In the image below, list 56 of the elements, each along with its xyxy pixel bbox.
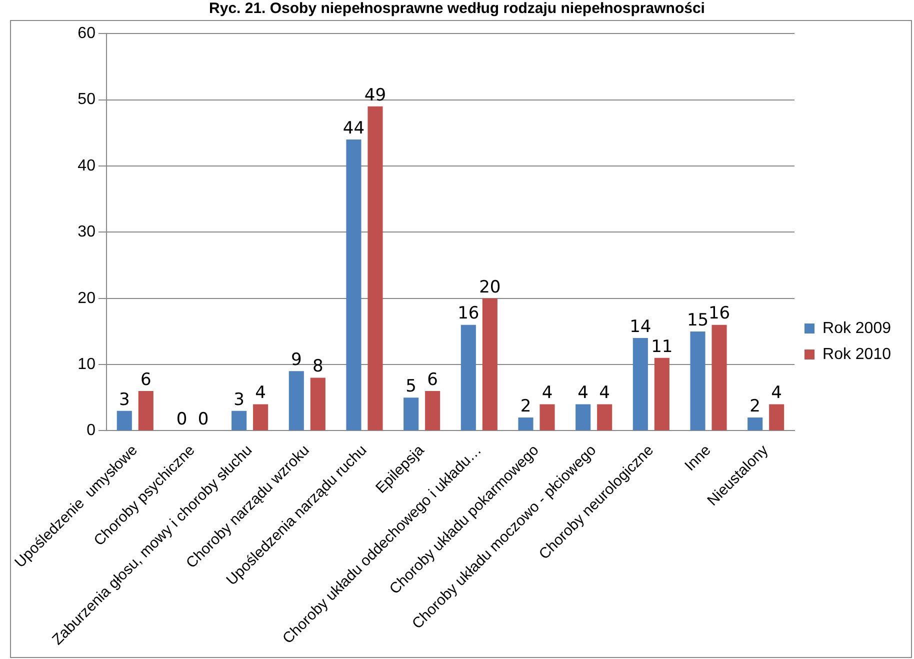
- data-label: 0: [198, 410, 209, 430]
- chart-title: Ryc. 21. Osoby niepełnosprawne według rodzaju niepełnosprawności: [208, 0, 706, 19]
- data-label: 5: [406, 376, 416, 397]
- data-label: 0: [176, 410, 188, 430]
- data-label: 4: [542, 383, 553, 404]
- bar: [540, 404, 555, 430]
- data-label: 15: [686, 310, 709, 330]
- data-label: 3: [118, 390, 130, 410]
- y-tick-label: 10: [78, 356, 96, 373]
- bar: [404, 398, 419, 430]
- bar: [482, 298, 498, 430]
- data-label: 2: [750, 396, 761, 416]
- bar: [632, 338, 648, 430]
- bar: [748, 417, 763, 430]
- data-label: 20: [479, 277, 501, 298]
- bar: [769, 404, 784, 430]
- bar: [597, 404, 612, 430]
- data-label: 14: [630, 316, 652, 337]
- bar: [518, 417, 534, 430]
- y-tick-label: 60: [78, 25, 96, 42]
- bar: [712, 324, 727, 430]
- data-label: 4: [578, 383, 588, 404]
- y-tick-label: 20: [78, 290, 96, 307]
- data-label: 4: [255, 383, 266, 404]
- data-label: 44: [342, 118, 365, 138]
- data-label: 9: [290, 350, 302, 370]
- bar: [116, 410, 132, 430]
- data-label: 4: [599, 383, 610, 404]
- bar: [232, 410, 247, 430]
- data-label: 11: [651, 336, 673, 357]
- data-label: 49: [364, 85, 386, 106]
- bar: [460, 324, 476, 430]
- y-tick-label: 50: [78, 91, 96, 108]
- bar: [368, 106, 383, 430]
- data-label: 4: [771, 383, 782, 404]
- bar: [310, 378, 326, 430]
- data-label: 16: [708, 304, 730, 324]
- data-label: 16: [458, 304, 480, 324]
- bar: [690, 331, 706, 430]
- y-tick-label: 0: [86, 422, 96, 440]
- bar: [425, 391, 440, 430]
- data-label: 3: [234, 390, 244, 410]
- data-label: 8: [312, 356, 324, 377]
- legend-label: Rok 2009: [822, 320, 892, 337]
- y-tick-label: 30: [78, 224, 96, 241]
- data-label: 2: [520, 396, 532, 416]
- bar: [253, 404, 268, 430]
- bar: [654, 358, 670, 430]
- y-tick-label: 40: [78, 157, 96, 174]
- bar: [138, 391, 154, 430]
- bar: [288, 371, 304, 430]
- bar: [346, 140, 362, 430]
- legend-label: Rok 2010: [822, 346, 892, 363]
- data-label: 6: [140, 370, 152, 390]
- bar: [576, 404, 591, 430]
- data-label: 6: [427, 370, 438, 390]
